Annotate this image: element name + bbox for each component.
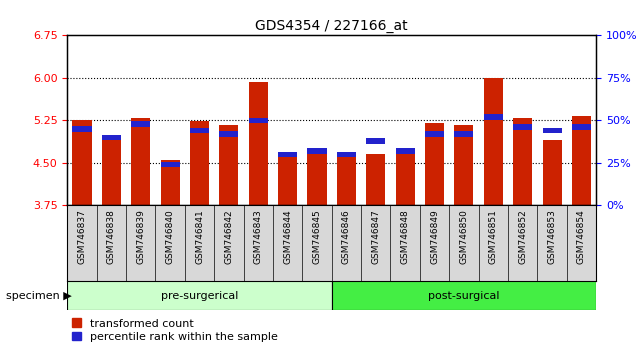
- Text: GSM746839: GSM746839: [137, 209, 146, 264]
- Bar: [425, 123, 444, 205]
- Bar: [366, 154, 385, 205]
- Text: GSM746845: GSM746845: [313, 209, 322, 264]
- Bar: [395, 148, 415, 154]
- Legend: transformed count, percentile rank within the sample: transformed count, percentile rank withi…: [67, 314, 282, 347]
- Bar: [308, 154, 326, 205]
- Text: post-surgical: post-surgical: [428, 291, 500, 301]
- Text: specimen ▶: specimen ▶: [6, 291, 72, 301]
- Text: GSM746838: GSM746838: [107, 209, 116, 264]
- FancyBboxPatch shape: [67, 281, 332, 310]
- Bar: [249, 82, 268, 205]
- Bar: [102, 135, 121, 140]
- Text: GSM746840: GSM746840: [165, 209, 174, 264]
- Text: GSM746847: GSM746847: [371, 209, 380, 264]
- Text: GSM746846: GSM746846: [342, 209, 351, 264]
- Bar: [72, 126, 92, 132]
- Bar: [366, 138, 385, 144]
- Text: GSM746851: GSM746851: [489, 209, 498, 264]
- Bar: [454, 125, 474, 205]
- Bar: [161, 160, 179, 205]
- Text: GSM746854: GSM746854: [577, 209, 586, 264]
- Bar: [395, 154, 415, 205]
- Bar: [542, 140, 562, 205]
- Bar: [278, 155, 297, 205]
- Text: GSM746853: GSM746853: [547, 209, 556, 264]
- Text: GSM746850: GSM746850: [460, 209, 469, 264]
- Text: GSM746841: GSM746841: [195, 209, 204, 264]
- FancyBboxPatch shape: [332, 281, 596, 310]
- Text: pre-surgerical: pre-surgerical: [161, 291, 238, 301]
- Bar: [572, 116, 591, 205]
- Bar: [542, 128, 562, 133]
- Bar: [219, 131, 238, 137]
- Bar: [72, 120, 92, 205]
- Text: GSM746848: GSM746848: [401, 209, 410, 264]
- Bar: [337, 155, 356, 205]
- Bar: [131, 121, 150, 127]
- Bar: [161, 162, 179, 167]
- Text: GSM746852: GSM746852: [518, 209, 527, 264]
- Text: GSM746842: GSM746842: [224, 209, 233, 264]
- Bar: [513, 124, 532, 130]
- Bar: [484, 78, 503, 205]
- Bar: [337, 152, 356, 157]
- Bar: [278, 152, 297, 157]
- Bar: [102, 140, 121, 205]
- Bar: [308, 148, 326, 154]
- Bar: [190, 121, 209, 205]
- Bar: [454, 131, 474, 137]
- Bar: [513, 118, 532, 205]
- Bar: [572, 124, 591, 130]
- Text: GSM746843: GSM746843: [254, 209, 263, 264]
- Text: GSM746849: GSM746849: [430, 209, 439, 264]
- Bar: [249, 118, 268, 123]
- Bar: [190, 128, 209, 133]
- Bar: [425, 131, 444, 137]
- Title: GDS4354 / 227166_at: GDS4354 / 227166_at: [255, 19, 408, 33]
- Bar: [219, 125, 238, 205]
- Text: GSM746844: GSM746844: [283, 209, 292, 264]
- Text: GSM746837: GSM746837: [78, 209, 87, 264]
- Bar: [131, 118, 150, 205]
- Bar: [484, 114, 503, 120]
